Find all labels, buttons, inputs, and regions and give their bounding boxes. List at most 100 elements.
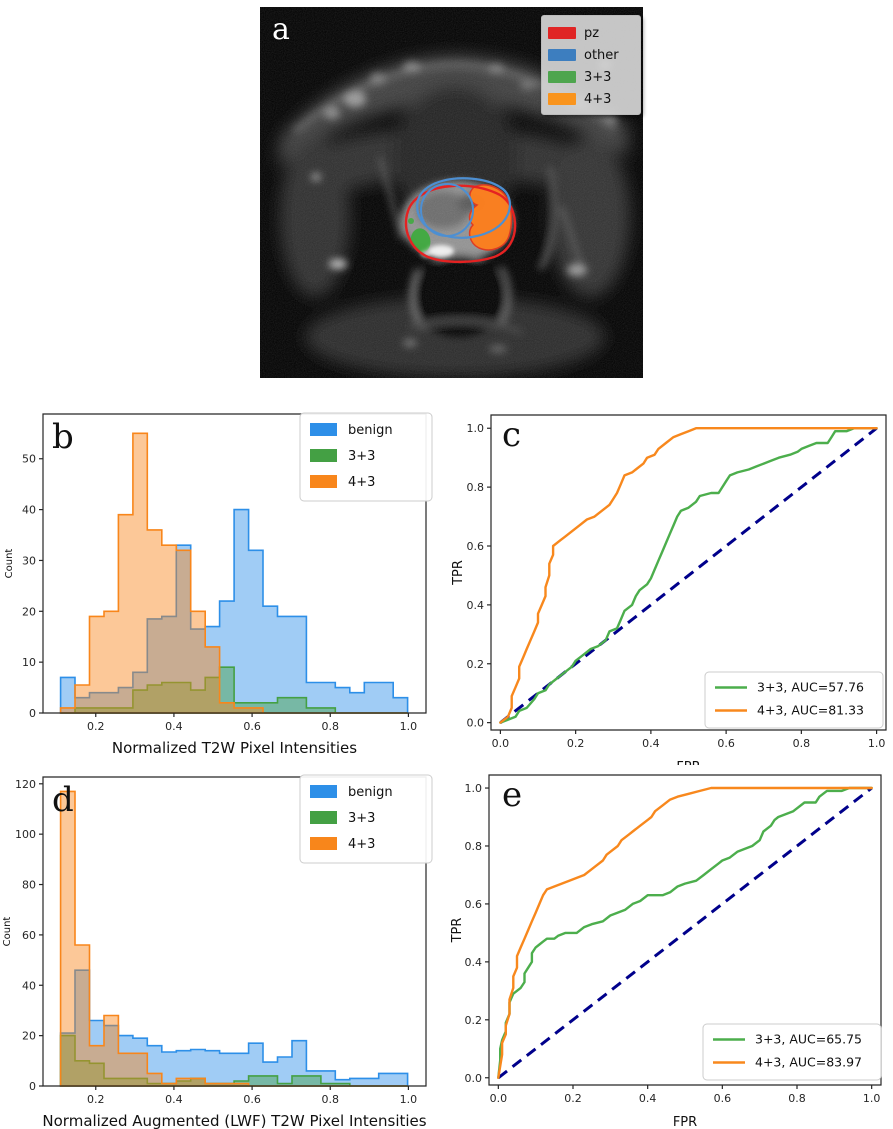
legend-item-4plus3: 4+3 [548,88,640,110]
y-tick-label: 0.4 [465,956,483,969]
legend-label-4+3: 4+3 [348,475,375,490]
roc-curve-4+3, AUC=83.97 [497,786,873,1079]
y-tick-label: 100 [15,828,36,841]
y-tick-label: 0 [29,1080,36,1093]
y-tick-label: 40 [22,504,36,517]
x-axis-label: FPR [673,1115,697,1129]
y-tick-label: 30 [22,554,36,567]
y-tick-label: 0.0 [467,717,485,730]
histogram-t2w-chart: 0.2 0.4 0.6 0.8 1.0 0 10 20 30 40 50 Normalized T2W… [4,412,433,757]
x-axis-label: FPR [676,760,700,765]
y-axis-label: Count [2,917,13,947]
overlay-4-3-region [468,184,513,251]
chart-legend-box [704,671,884,729]
x-tick-label: 0.2 [87,1093,105,1106]
y-tick-label: 0.0 [465,1072,483,1085]
chart-legend-box [702,1023,882,1081]
four-plus-three-label: 4+3 [584,91,612,107]
roc-curve-3+3, AUC=65.75 [497,786,873,1079]
y-axis-label: TPR [450,918,465,944]
x-tick-label: 0.2 [567,737,585,750]
x-tick-label: 0.6 [243,720,261,733]
other-label: other [584,47,619,63]
four-plus-three-swatch [548,93,576,105]
mri-panel: pz other 3+3 4+3 a [260,7,643,378]
roc-t2w-chart: 0.0 0.2 0.4 0.6 0.8 1.0 0.0 0.2 0.4 0.6 0.8 1.0 FPR T… [451,414,887,765]
legend-item-pz: pz [548,22,640,44]
y-tick-label: 0.2 [465,1014,483,1027]
roc-curve-3+3, AUC=57.76 [499,427,878,724]
pz-label: pz [584,25,600,41]
mri-legend: pz other 3+3 4+3 [541,15,641,115]
x-tick-label: 1.0 [400,1093,418,1106]
overlay-other-contour [416,177,511,239]
y-tick-label: 20 [22,605,36,618]
pz-swatch [548,27,576,39]
legend-swatch-3+3 [310,811,337,824]
x-axis-label: Normalized T2W Pixel Intensities [112,739,357,757]
legend-label-benign: benign [348,423,393,438]
legend-label-3+3: 3+3 [348,449,375,464]
y-tick-label: 0.4 [467,599,485,612]
overlay-pz-contour [404,184,517,264]
x-tick-label: 0.6 [714,1092,732,1105]
y-tick-label: 40 [22,979,36,992]
x-tick-label: 0.0 [492,737,510,750]
y-tick-label: 0 [29,707,36,720]
y-tick-label: 1.0 [465,782,483,795]
legend-swatch-benign [310,423,337,436]
plot-border [42,413,427,714]
y-tick-label: 20 [22,1030,36,1043]
x-tick-label: 0.8 [322,720,340,733]
y-tick-label: 0.8 [465,840,483,853]
x-tick-label: 0.4 [165,1093,183,1106]
x-tick-label: 1.0 [868,737,886,750]
plot-border [488,774,882,1086]
legend-swatch-4+3 [310,837,337,850]
legend-label-3+3, AUC=65.75: 3+3, AUC=65.75 [755,1032,862,1047]
y-tick-label: 0.6 [467,540,485,553]
hist-series-benign [59,508,409,714]
panel-letter-c: c [502,415,522,455]
panel-letter-a: a [272,12,290,47]
legend-item-other: other [548,44,640,66]
x-tick-label: 0.2 [564,1092,582,1105]
y-tick-label: 50 [22,453,36,466]
legend-label-benign: benign [348,785,393,800]
legend-swatch-3+3 [310,449,337,462]
three-plus-three-label: 3+3 [584,69,612,85]
overlay-other-inner-contour [420,183,474,237]
x-tick-label: 1.0 [400,720,418,733]
panel-letter-e: e [502,775,523,815]
roc-lwf-chart: 0.0 0.2 0.4 0.6 0.8 1.0 0.0 0.2 0.4 0.6 0.8 1.0 FPR T… [450,774,882,1129]
panel-letter-d: d [52,780,74,820]
y-axis-label: TPR [451,560,466,586]
x-axis-label: Normalized Augmented (LWF) T2W Pixel Int… [42,1112,426,1129]
legend-swatch-benign [310,785,337,798]
legend-label-3+3: 3+3 [348,811,375,826]
y-tick-label: 1.0 [467,422,485,435]
plot-border [42,776,427,1087]
x-tick-label: 0.8 [788,1092,806,1105]
panel-letter-b: b [52,417,74,457]
y-tick-label: 10 [22,656,36,669]
y-tick-label: 0.6 [465,898,483,911]
y-tick-label: 60 [22,929,36,942]
y-tick-label: 120 [15,778,36,791]
x-tick-label: 0.6 [717,737,735,750]
x-tick-label: 0.4 [639,1092,657,1105]
segmentation-overlays [404,177,517,264]
x-tick-label: 1.0 [863,1092,881,1105]
roc-curve-4+3, AUC=81.33 [499,427,878,724]
legend-label-3+3, AUC=57.76: 3+3, AUC=57.76 [757,680,864,695]
three-plus-three-swatch [548,71,576,83]
x-tick-label: 0.2 [87,720,105,733]
legend-label-4+3, AUC=83.97: 4+3, AUC=83.97 [755,1055,862,1070]
legend-item-3plus3: 3+3 [548,66,640,88]
x-tick-label: 0.8 [322,1093,340,1106]
y-axis-label: Count [4,549,15,579]
legend-swatch-4+3 [310,475,337,488]
legend-label-4+3, AUC=81.33: 4+3, AUC=81.33 [757,703,864,718]
x-tick-label: 0.6 [243,1093,261,1106]
